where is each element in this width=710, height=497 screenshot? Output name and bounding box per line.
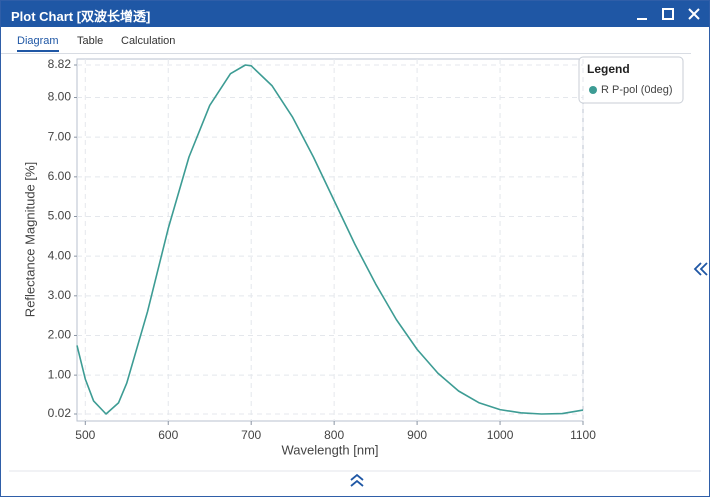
y-tick-label: 2.00 — [48, 328, 72, 342]
tab[interactable]: Diagram — [17, 35, 59, 52]
tab-bar: Diagram Table Calculation — [1, 29, 691, 54]
window-title: Plot Chart [双波长增透] — [11, 9, 151, 24]
data-line — [76, 64, 584, 415]
y-tick-label: 0.02 — [48, 406, 72, 420]
title-bar: Plot Chart [双波长增透] — [1, 1, 709, 27]
x-axis-label: Wavelength [nm] — [281, 442, 378, 457]
x-tick-label: 1100 — [570, 428, 596, 442]
x-tick-label: 600 — [158, 428, 178, 442]
y-tick-label: 7.00 — [48, 129, 72, 143]
plot-frame — [76, 58, 584, 422]
expand-bottom-button[interactable] — [350, 473, 364, 487]
x-tick-label: 800 — [324, 428, 344, 442]
tab[interactable]: Table — [77, 35, 104, 47]
maximize-button[interactable] — [662, 8, 674, 20]
close-button[interactable] — [688, 8, 700, 20]
y-tick-label: 1.00 — [48, 367, 72, 381]
window-controls — [637, 8, 700, 20]
legend-marker — [589, 86, 597, 94]
tab[interactable]: Calculation — [121, 35, 176, 47]
y-tick-label: 3.00 — [48, 288, 72, 302]
y-tick-label: 6.00 — [48, 169, 72, 183]
x-tick-label: 700 — [241, 428, 261, 442]
y-tick-label: 4.00 — [48, 248, 72, 262]
y-axis-label: Reflectance Magnitude [%] — [22, 162, 37, 317]
legend-title: Legend — [587, 62, 630, 76]
expand-side-button[interactable] — [693, 262, 708, 276]
y-tick-label: 5.00 — [48, 209, 72, 223]
x-tick-label: 900 — [407, 428, 427, 442]
x-tick-label: 1000 — [487, 428, 514, 442]
legend-box — [578, 56, 684, 104]
x-tick-label: 500 — [75, 428, 95, 442]
legend-label: R P-pol (0deg) — [601, 84, 673, 96]
y-tick-label: 8.82 — [48, 57, 72, 71]
y-tick-label: 8.00 — [48, 90, 72, 104]
